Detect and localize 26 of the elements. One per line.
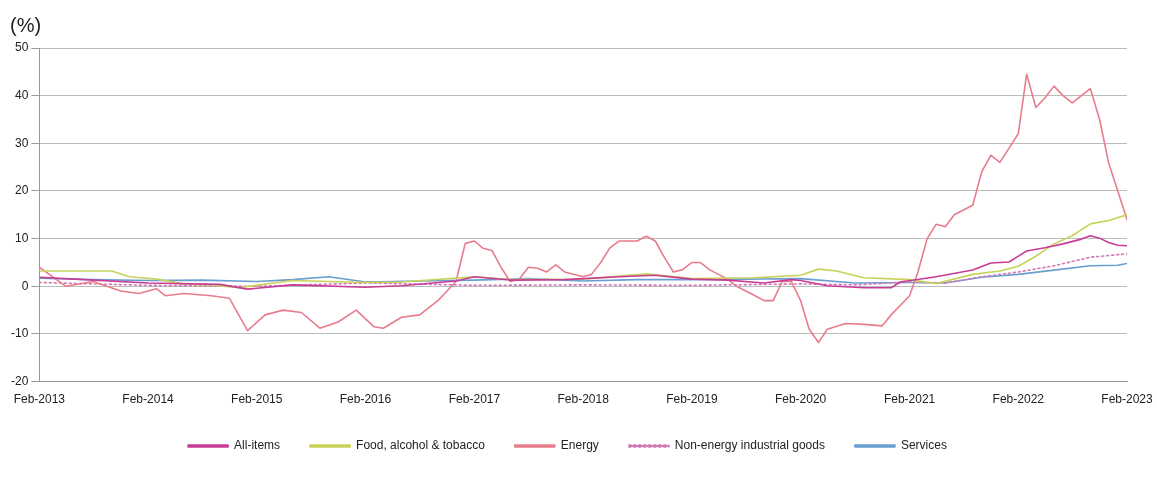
x-tick-label: Feb-2021	[883, 392, 936, 407]
x-tick-label: Feb-2013	[13, 392, 66, 407]
x-tick-label: Feb-2022	[992, 392, 1045, 407]
x-tick-label: Feb-2023	[1101, 392, 1154, 407]
x-tick-label: Feb-2018	[557, 392, 610, 407]
y-tick-label: 40	[14, 87, 29, 102]
legend-label: All-items	[234, 438, 281, 453]
y-tick-label: -20	[11, 373, 29, 388]
x-tick-label: Feb-2019	[666, 392, 718, 407]
x-tick-label: Feb-2014	[122, 392, 175, 407]
line-series	[39, 253, 1127, 288]
y-tick-label: 20	[14, 183, 29, 198]
y-tick-label: 0	[21, 278, 29, 293]
x-tick-label: Feb-2017	[448, 392, 501, 407]
y-tick-label: -10	[11, 326, 29, 341]
x-tick-label: Feb-2020	[774, 392, 827, 407]
y-tick-label: 50	[14, 40, 29, 55]
legend-label: Energy	[560, 438, 599, 453]
x-tick-label: Feb-2016	[339, 392, 392, 407]
legend-label: Services	[900, 438, 947, 453]
x-tick-label: Feb-2015	[231, 392, 283, 407]
y-tick-label: 10	[14, 230, 29, 245]
y-axis-title: (%)	[10, 14, 42, 37]
legend-label: Food, alcohol & tobacco	[356, 438, 486, 453]
y-tick-label: 30	[14, 135, 29, 150]
legend-label: Non-energy industrial goods	[674, 438, 825, 453]
